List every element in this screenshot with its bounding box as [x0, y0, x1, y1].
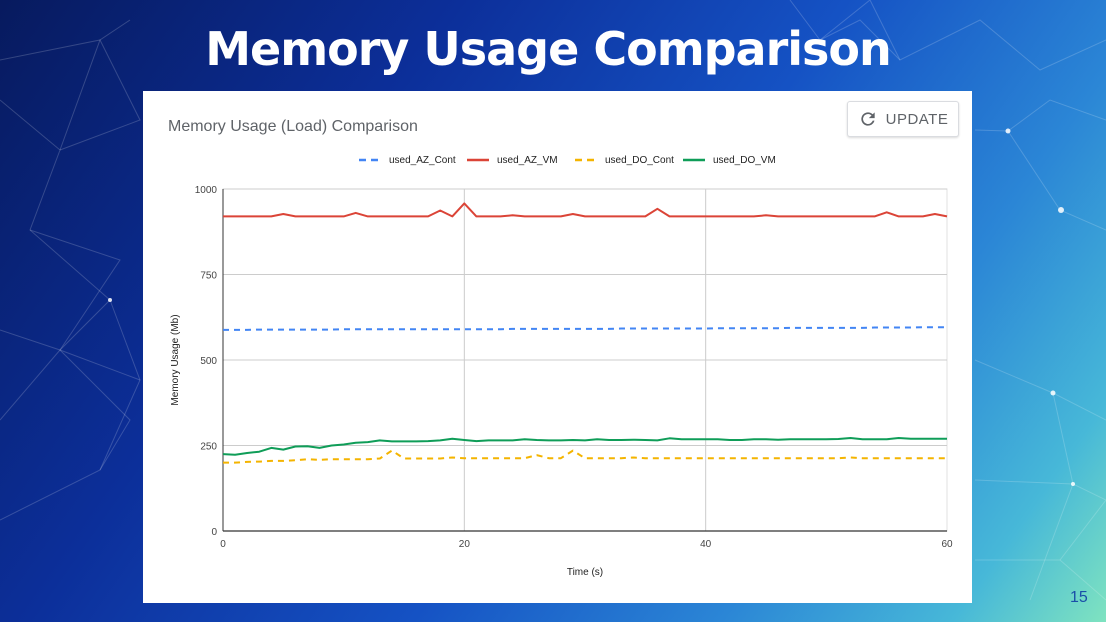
y-tick-label: 500: [200, 356, 217, 367]
y-axis-label: Memory Usage (Mb): [170, 314, 181, 405]
refresh-icon: [860, 112, 875, 126]
x-tick-label: 60: [941, 539, 953, 550]
update-button[interactable]: UPDATE: [847, 101, 959, 137]
y-tick-label: 250: [200, 442, 217, 453]
legend-label[interactable]: used_DO_Cont: [605, 155, 674, 166]
chart-title: Memory Usage (Load) Comparison: [168, 118, 418, 135]
y-tick-label: 0: [211, 527, 217, 538]
x-axis-label: Time (s): [567, 567, 603, 578]
update-label: UPDATE: [885, 110, 949, 128]
series-line-used-do-vm: [222, 437, 947, 456]
x-tick-label: 40: [700, 539, 712, 550]
series-line-used-az-cont: [223, 326, 947, 331]
series-line-used-do-cont: [223, 449, 947, 464]
legend-label[interactable]: used_AZ_Cont: [389, 155, 456, 166]
page-number: 15: [1070, 589, 1088, 606]
legend-label[interactable]: used_DO_VM: [713, 155, 776, 166]
y-tick-label: 1000: [195, 185, 218, 196]
x-tick-label: 0: [220, 539, 226, 550]
slide-title: Memory Usage Comparison: [205, 22, 892, 76]
chart-card: 0 250 500 750 1000 0 20 40 60 Time (s) Memory Usag…: [143, 91, 972, 603]
legend-label[interactable]: used_AZ_VM: [497, 155, 558, 166]
x-tick-label: 20: [459, 539, 471, 550]
y-tick-label: 750: [200, 271, 217, 282]
line-chart: 0 250 500 750 1000 0 20 40 60 Time (s) Memory Usag…: [170, 155, 953, 578]
series-line-used-az-vm: [223, 202, 948, 218]
